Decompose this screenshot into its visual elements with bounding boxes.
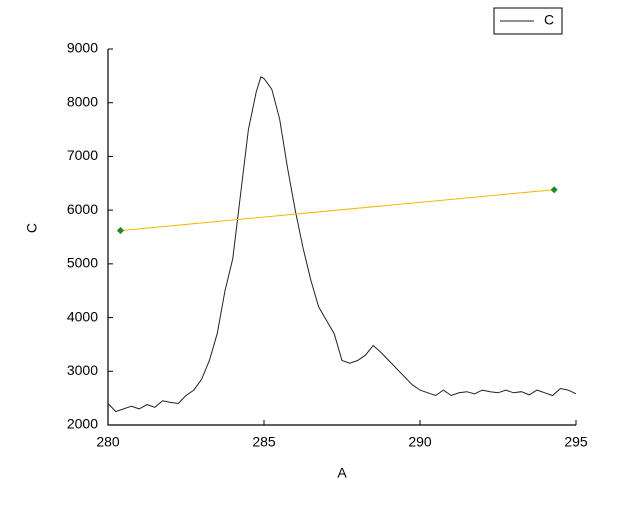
axes	[107, 49, 576, 426]
y-tick-label: 7000	[67, 147, 98, 163]
legend-label: C	[544, 12, 554, 28]
x-axis-label: A	[337, 465, 347, 481]
y-tick-label: 6000	[67, 201, 98, 217]
x-tick-label: 280	[96, 434, 120, 450]
x-tick-label: 285	[252, 434, 276, 450]
data-line	[107, 76, 577, 413]
marker	[550, 186, 558, 194]
data-line	[120, 189, 555, 232]
y-tick-label: 5000	[67, 255, 98, 271]
x-tick-label: 295	[564, 434, 588, 450]
marker	[116, 227, 125, 235]
y-axis-label: C	[24, 223, 40, 233]
y-tick-label: 9000	[67, 40, 98, 56]
y-tick-label: 3000	[67, 362, 98, 378]
y-tick-label: 4000	[67, 308, 98, 324]
x-tick-label: 290	[408, 434, 432, 450]
y-tick-label: 2000	[67, 416, 98, 432]
y-tick-label: 8000	[67, 93, 98, 109]
